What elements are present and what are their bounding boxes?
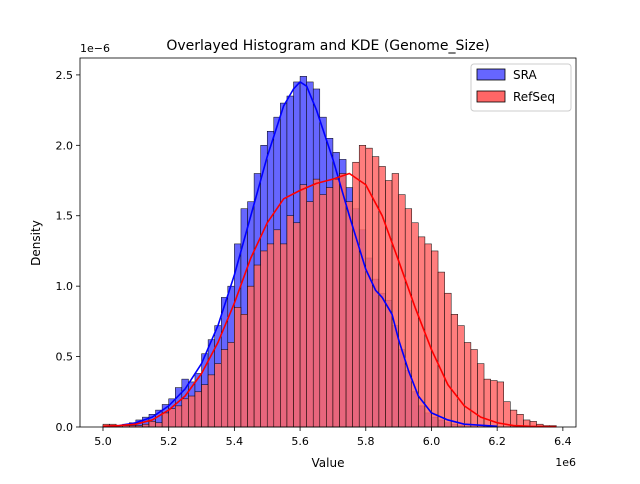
x-tick-label: 5.4 [226,435,244,448]
bar-refseq [503,401,511,428]
x-tick-label: 6.0 [423,435,441,448]
bar-refseq [326,187,334,428]
legend: SRA RefSeq [470,63,572,112]
y-tick-label: 2.0 [56,139,74,152]
bar-refseq [299,184,307,428]
y-tick-label: 1.5 [56,210,74,223]
bar-refseq [280,243,288,428]
kde-line-refseq [102,172,557,428]
bar-refseq [339,173,347,428]
bar-refseq [398,194,406,428]
legend-swatch-refseq [476,90,506,103]
bar-refseq [194,391,202,428]
bar-refseq [312,178,321,428]
legend-label-sra: SRA [513,68,537,82]
x-offset-label: 1e6 [555,456,576,469]
bar-refseq [306,201,314,428]
bar-refseq [332,178,340,428]
bar-refseq [457,325,465,428]
x-ticks: 5.0 5.2 5.4 5.6 5.8 6.0 6.2 6.4 [94,427,572,448]
bar-refseq [188,395,196,428]
bar-refseq [175,405,183,428]
bar-refseq [260,250,268,428]
bar-refseq [227,342,235,428]
y-tick-label: 0.5 [56,351,74,364]
bar-refseq [358,145,367,428]
x-tick-label: 5.6 [291,435,309,448]
bar-refseq [181,398,189,428]
bar-refseq [444,292,452,428]
x-axis-label: Value [312,456,345,470]
y-tick-label: 1.0 [56,280,74,293]
kde-line-sra [102,81,498,428]
bar-refseq [207,374,215,428]
bar-refseq [352,161,360,428]
kde-lines-layer [102,81,557,428]
bar-refseq [345,201,353,428]
bar-refseq [431,250,439,428]
bar-refseq [148,421,156,428]
bar-refseq [470,349,478,428]
bar-refseq [161,412,169,428]
bar-refseq [234,307,242,428]
y-offset-label: 1e−6 [80,42,110,55]
bar-refseq [214,363,222,428]
x-tick-label: 5.0 [94,435,112,448]
bar-refseq [404,208,413,428]
x-tick-label: 6.4 [554,435,572,448]
legend-label-refseq: RefSeq [513,90,555,104]
chart-title: Overlayed Histogram and KDE (Genome_Size… [166,38,489,54]
bar-refseq [273,229,281,428]
x-tick-label: 5.2 [160,435,178,448]
axes-frame [79,57,577,428]
bar-refseq [142,423,150,428]
legend-swatch-sra [476,68,506,81]
bar-refseq [293,222,301,428]
bar-refseq [221,349,229,428]
y-tick-label: 2.5 [56,69,74,82]
bar-refseq [247,285,255,428]
bar-refseq [411,222,419,428]
y-ticks: 0.0 0.5 1.0 1.5 2.0 2.5 [56,69,80,434]
x-tick-label: 6.2 [488,435,506,448]
bar-refseq [240,314,248,428]
bar-refseq [155,422,163,428]
bar-refseq [286,215,294,428]
bar-refseq [168,408,176,428]
bar-refseq [201,384,209,428]
bar-refseq [266,243,275,428]
y-tick-label: 0.0 [56,421,74,434]
bar-refseq [437,271,445,428]
bar-refseq [496,381,504,428]
bar-refseq [253,264,261,428]
bar-refseq [319,194,327,428]
bar-refseq [464,342,472,428]
bar-refseq [450,314,458,428]
y-axis-label: Density [29,220,43,266]
bar-refseq [391,173,399,428]
x-tick-label: 5.8 [357,435,375,448]
